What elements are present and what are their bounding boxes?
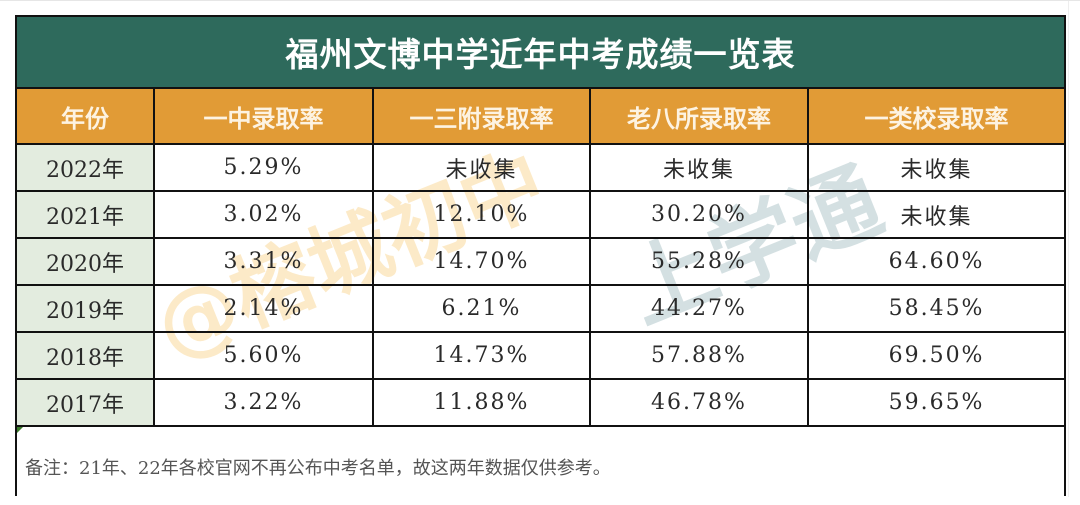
header-yileixiao-rate: 一类校录取率 (806, 87, 1067, 145)
table-row: 2020年 3.31% 14.70% 55.28% 64.60% (15, 237, 1067, 286)
yileixiao-cell: 69.50% (806, 331, 1067, 380)
yisanfu-cell: 6.21% (372, 284, 591, 333)
year-cell: 2021年 (15, 190, 155, 239)
table-title: 福州文博中学近年中考成绩一览表 (14, 15, 1067, 89)
right-margin (1068, 1, 1080, 497)
year-cell: 2020年 (15, 237, 155, 286)
table-row: 2018年 5.60% 14.73% 57.88% 69.50% (15, 331, 1067, 380)
yizhong-cell: 3.22% (153, 378, 374, 427)
header-yisanfu-rate: 一三附录取率 (372, 87, 591, 145)
year-cell: 2017年 (15, 378, 155, 427)
note-row: 备注：21年、22年各校官网不再公布中考名单，故这两年数据仅供参考。 (14, 425, 1067, 496)
table-row: 2019年 2.14% 6.21% 44.27% 58.45% (15, 284, 1067, 333)
title-row: 福州文博中学近年中考成绩一览表 (14, 15, 1067, 89)
laobasuo-cell: 44.27% (589, 284, 809, 333)
yizhong-cell: 3.31% (153, 237, 374, 286)
laobasuo-cell: 30.20% (589, 190, 809, 239)
yisanfu-cell: 14.73% (372, 331, 591, 380)
yileixiao-cell: 64.60% (806, 237, 1067, 286)
yileixiao-cell: 59.65% (806, 378, 1067, 427)
year-cell: 2018年 (15, 331, 155, 380)
year-cell: 2019年 (15, 284, 155, 333)
yizhong-cell: 2.14% (153, 284, 374, 333)
yizhong-cell: 5.60% (153, 331, 374, 380)
laobasuo-cell: 57.88% (589, 331, 809, 380)
yizhong-cell: 5.29% (153, 143, 374, 192)
yisanfu-cell: 12.10% (372, 190, 591, 239)
comment-indicator-icon (17, 427, 23, 433)
results-table: 福州文博中学近年中考成绩一览表 年份 一中录取率 一三附录取率 老八所录取率 一… (14, 15, 1067, 496)
header-laobasuo-rate: 老八所录取率 (589, 87, 809, 145)
yizhong-cell: 3.02% (153, 190, 374, 239)
laobasuo-cell: 46.78% (589, 378, 809, 427)
header-year: 年份 (15, 87, 155, 145)
yisanfu-cell: 未收集 (372, 143, 591, 192)
note-text: 备注：21年、22年各校官网不再公布中考名单，故这两年数据仅供参考。 (25, 457, 611, 479)
year-cell: 2022年 (15, 143, 155, 192)
yisanfu-cell: 11.88% (372, 378, 591, 427)
header-row: 年份 一中录取率 一三附录取率 老八所录取率 一类校录取率 (15, 87, 1067, 145)
yisanfu-cell: 14.70% (372, 237, 591, 286)
yileixiao-cell: 未收集 (806, 143, 1067, 192)
laobasuo-cell: 未收集 (589, 143, 809, 192)
table-row: 2021年 3.02% 12.10% 30.20% 未收集 (15, 190, 1067, 239)
header-yizhong-rate: 一中录取率 (153, 87, 374, 145)
table-container: @榕城初中 上学通 福州文博中学近年中考成绩一览表 年份 一中录取率 一三附录取… (14, 15, 1067, 505)
yileixiao-cell: 58.45% (806, 284, 1067, 333)
note-cell: 备注：21年、22年各校官网不再公布中考名单，故这两年数据仅供参考。 (14, 425, 1067, 496)
laobasuo-cell: 55.28% (589, 237, 809, 286)
table-row: 2022年 5.29% 未收集 未收集 未收集 (15, 143, 1067, 192)
table-row: 2017年 3.22% 11.88% 46.78% 59.65% (15, 378, 1067, 427)
yileixiao-cell: 未收集 (806, 190, 1067, 239)
